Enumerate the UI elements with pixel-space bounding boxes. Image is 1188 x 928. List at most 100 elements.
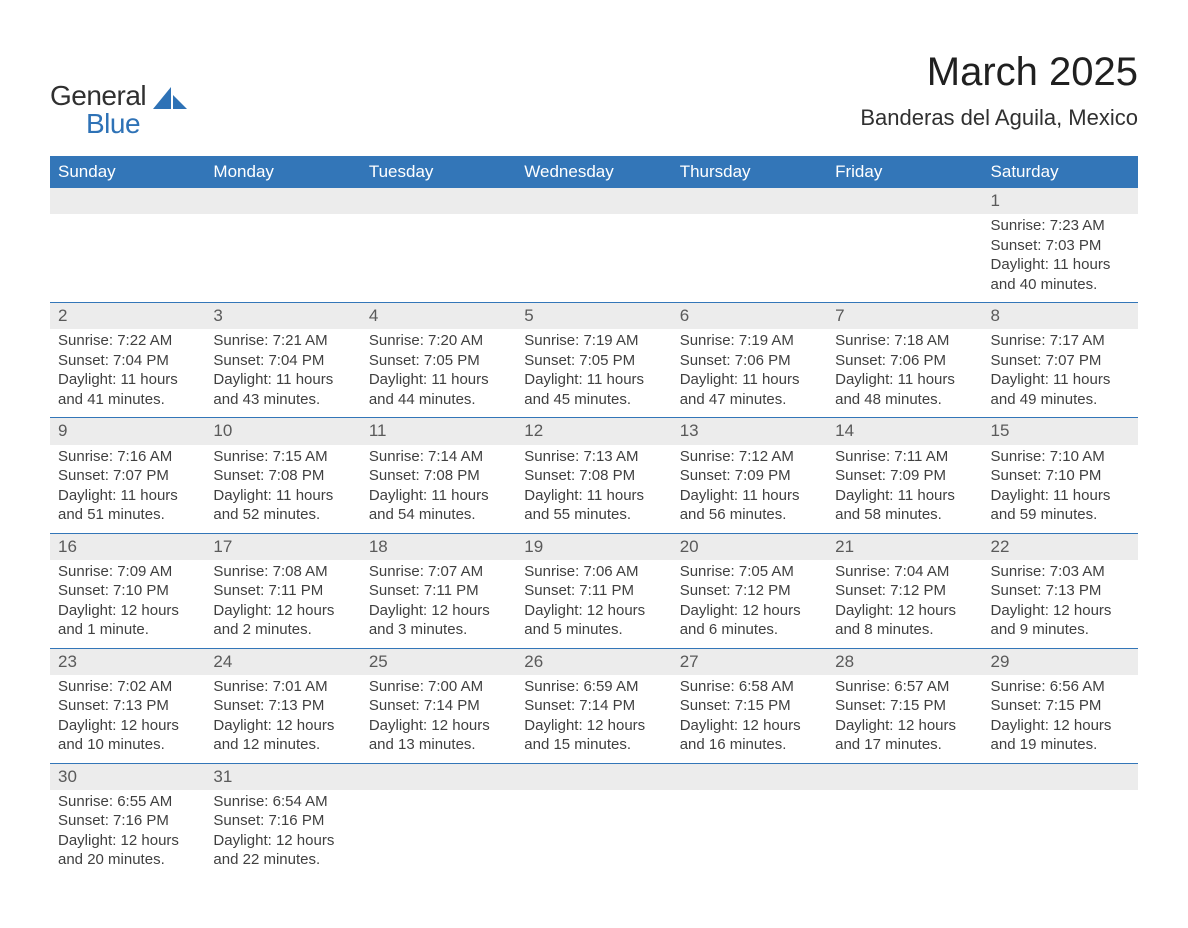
sunset-text: Sunset: 7:09 PM bbox=[680, 466, 819, 486]
sunrise-text: Sunrise: 7:16 AM bbox=[58, 447, 197, 467]
daylight-text: Daylight: 11 hours bbox=[680, 370, 819, 390]
calendar-day: 23Sunrise: 7:02 AMSunset: 7:13 PMDayligh… bbox=[50, 648, 205, 763]
daylight-text: Daylight: 11 hours bbox=[524, 486, 663, 506]
sunrise-text: Sunrise: 7:12 AM bbox=[680, 447, 819, 467]
calendar-day: 24Sunrise: 7:01 AMSunset: 7:13 PMDayligh… bbox=[205, 648, 360, 763]
sunset-text: Sunset: 7:15 PM bbox=[991, 696, 1130, 716]
sunrise-text: Sunrise: 7:13 AM bbox=[524, 447, 663, 467]
sunrise-text: Sunrise: 7:02 AM bbox=[58, 677, 197, 697]
day-details: Sunrise: 7:17 AMSunset: 7:07 PMDaylight:… bbox=[983, 329, 1138, 417]
sunset-text: Sunset: 7:11 PM bbox=[369, 581, 508, 601]
daylight-text: Daylight: 11 hours bbox=[58, 370, 197, 390]
day-header: Tuesday bbox=[361, 156, 516, 188]
calendar-week: 23Sunrise: 7:02 AMSunset: 7:13 PMDayligh… bbox=[50, 648, 1138, 763]
sunset-text: Sunset: 7:05 PM bbox=[524, 351, 663, 371]
day-number bbox=[827, 188, 982, 214]
daylight-text: Daylight: 12 hours bbox=[213, 601, 352, 621]
calendar-week: 16Sunrise: 7:09 AMSunset: 7:10 PMDayligh… bbox=[50, 533, 1138, 648]
daylight-text-2: and 17 minutes. bbox=[835, 735, 974, 755]
sunrise-text: Sunrise: 7:14 AM bbox=[369, 447, 508, 467]
day-details: Sunrise: 7:02 AMSunset: 7:13 PMDaylight:… bbox=[50, 675, 205, 763]
sunset-text: Sunset: 7:14 PM bbox=[369, 696, 508, 716]
day-number: 9 bbox=[50, 418, 205, 444]
day-number: 30 bbox=[50, 764, 205, 790]
day-details: Sunrise: 7:22 AMSunset: 7:04 PMDaylight:… bbox=[50, 329, 205, 417]
day-number bbox=[983, 764, 1138, 790]
sunset-text: Sunset: 7:10 PM bbox=[58, 581, 197, 601]
sunset-text: Sunset: 7:04 PM bbox=[213, 351, 352, 371]
daylight-text: Daylight: 11 hours bbox=[58, 486, 197, 506]
sunset-text: Sunset: 7:08 PM bbox=[524, 466, 663, 486]
sunrise-text: Sunrise: 6:56 AM bbox=[991, 677, 1130, 697]
day-details bbox=[361, 790, 516, 870]
calendar-day: 26Sunrise: 6:59 AMSunset: 7:14 PMDayligh… bbox=[516, 648, 671, 763]
calendar-day: 7Sunrise: 7:18 AMSunset: 7:06 PMDaylight… bbox=[827, 303, 982, 418]
day-number: 24 bbox=[205, 649, 360, 675]
sunrise-text: Sunrise: 6:59 AM bbox=[524, 677, 663, 697]
sunset-text: Sunset: 7:08 PM bbox=[213, 466, 352, 486]
calendar-day: 13Sunrise: 7:12 AMSunset: 7:09 PMDayligh… bbox=[672, 418, 827, 533]
daylight-text-2: and 20 minutes. bbox=[58, 850, 197, 870]
logo: General Blue bbox=[50, 80, 187, 140]
day-number: 29 bbox=[983, 649, 1138, 675]
calendar-day-empty bbox=[672, 188, 827, 303]
day-details: Sunrise: 7:01 AMSunset: 7:13 PMDaylight:… bbox=[205, 675, 360, 763]
calendar-day-empty bbox=[361, 763, 516, 878]
day-number: 25 bbox=[361, 649, 516, 675]
sunrise-text: Sunrise: 7:20 AM bbox=[369, 331, 508, 351]
sunrise-text: Sunrise: 7:18 AM bbox=[835, 331, 974, 351]
daylight-text: Daylight: 11 hours bbox=[835, 370, 974, 390]
sunrise-text: Sunrise: 7:07 AM bbox=[369, 562, 508, 582]
daylight-text: Daylight: 11 hours bbox=[369, 370, 508, 390]
daylight-text-2: and 16 minutes. bbox=[680, 735, 819, 755]
daylight-text-2: and 2 minutes. bbox=[213, 620, 352, 640]
calendar-day: 3Sunrise: 7:21 AMSunset: 7:04 PMDaylight… bbox=[205, 303, 360, 418]
calendar-day-empty bbox=[50, 188, 205, 303]
calendar-day-empty bbox=[827, 188, 982, 303]
calendar-day: 6Sunrise: 7:19 AMSunset: 7:06 PMDaylight… bbox=[672, 303, 827, 418]
day-details bbox=[672, 790, 827, 870]
day-details: Sunrise: 7:23 AMSunset: 7:03 PMDaylight:… bbox=[983, 214, 1138, 302]
day-details: Sunrise: 7:21 AMSunset: 7:04 PMDaylight:… bbox=[205, 329, 360, 417]
day-details: Sunrise: 7:08 AMSunset: 7:11 PMDaylight:… bbox=[205, 560, 360, 648]
sunset-text: Sunset: 7:15 PM bbox=[835, 696, 974, 716]
daylight-text: Daylight: 12 hours bbox=[369, 716, 508, 736]
day-number bbox=[50, 188, 205, 214]
sunrise-text: Sunrise: 6:57 AM bbox=[835, 677, 974, 697]
calendar-day-empty bbox=[672, 763, 827, 878]
daylight-text: Daylight: 11 hours bbox=[835, 486, 974, 506]
day-details: Sunrise: 7:19 AMSunset: 7:06 PMDaylight:… bbox=[672, 329, 827, 417]
day-number: 18 bbox=[361, 534, 516, 560]
sunset-text: Sunset: 7:13 PM bbox=[991, 581, 1130, 601]
sunrise-text: Sunrise: 7:17 AM bbox=[991, 331, 1130, 351]
daylight-text: Daylight: 12 hours bbox=[991, 716, 1130, 736]
daylight-text-2: and 22 minutes. bbox=[213, 850, 352, 870]
daylight-text: Daylight: 11 hours bbox=[680, 486, 819, 506]
sunset-text: Sunset: 7:11 PM bbox=[213, 581, 352, 601]
day-number: 5 bbox=[516, 303, 671, 329]
calendar-day: 28Sunrise: 6:57 AMSunset: 7:15 PMDayligh… bbox=[827, 648, 982, 763]
calendar-day: 11Sunrise: 7:14 AMSunset: 7:08 PMDayligh… bbox=[361, 418, 516, 533]
daylight-text: Daylight: 12 hours bbox=[835, 601, 974, 621]
calendar-day: 17Sunrise: 7:08 AMSunset: 7:11 PMDayligh… bbox=[205, 533, 360, 648]
sunrise-text: Sunrise: 7:01 AM bbox=[213, 677, 352, 697]
logo-text-general: General bbox=[50, 80, 146, 111]
daylight-text-2: and 3 minutes. bbox=[369, 620, 508, 640]
day-header: Saturday bbox=[983, 156, 1138, 188]
calendar-day: 1Sunrise: 7:23 AMSunset: 7:03 PMDaylight… bbox=[983, 188, 1138, 303]
daylight-text-2: and 40 minutes. bbox=[991, 275, 1130, 295]
calendar-day: 15Sunrise: 7:10 AMSunset: 7:10 PMDayligh… bbox=[983, 418, 1138, 533]
header: General Blue March 2025 Banderas del Agu… bbox=[50, 50, 1138, 140]
day-number: 28 bbox=[827, 649, 982, 675]
day-number bbox=[672, 188, 827, 214]
calendar-day-empty bbox=[516, 188, 671, 303]
day-number: 1 bbox=[983, 188, 1138, 214]
day-details: Sunrise: 7:03 AMSunset: 7:13 PMDaylight:… bbox=[983, 560, 1138, 648]
daylight-text: Daylight: 12 hours bbox=[524, 601, 663, 621]
sunset-text: Sunset: 7:08 PM bbox=[369, 466, 508, 486]
daylight-text-2: and 1 minute. bbox=[58, 620, 197, 640]
day-details bbox=[827, 214, 982, 294]
calendar-day-empty bbox=[361, 188, 516, 303]
calendar-week: 9Sunrise: 7:16 AMSunset: 7:07 PMDaylight… bbox=[50, 418, 1138, 533]
daylight-text-2: and 54 minutes. bbox=[369, 505, 508, 525]
